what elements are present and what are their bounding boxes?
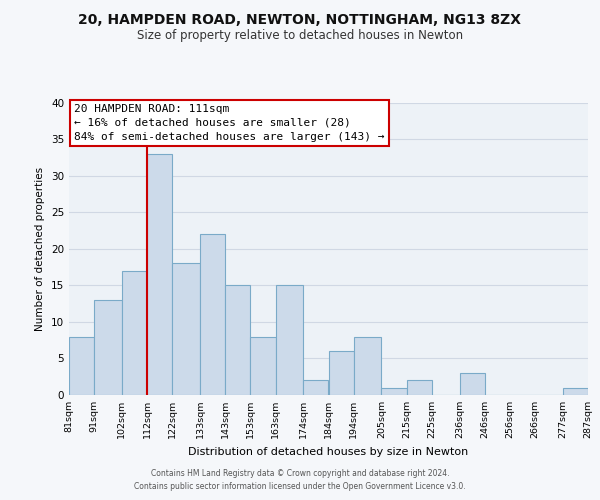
Text: Contains HM Land Registry data © Crown copyright and database right 2024.
Contai: Contains HM Land Registry data © Crown c… — [134, 469, 466, 491]
Bar — [172, 264, 200, 395]
Text: Size of property relative to detached houses in Newton: Size of property relative to detached ho… — [137, 29, 463, 42]
Text: 20 HAMPDEN ROAD: 111sqm
← 16% of detached houses are smaller (28)
84% of semi-de: 20 HAMPDEN ROAD: 111sqm ← 16% of detache… — [74, 104, 385, 142]
Bar — [69, 336, 94, 395]
Text: 20, HAMPDEN ROAD, NEWTON, NOTTINGHAM, NG13 8ZX: 20, HAMPDEN ROAD, NEWTON, NOTTINGHAM, NG… — [79, 12, 521, 26]
Bar — [200, 234, 225, 395]
Bar — [122, 270, 147, 395]
Bar — [225, 286, 250, 395]
Bar — [382, 388, 407, 395]
Bar — [94, 300, 122, 395]
Bar — [147, 154, 172, 395]
Bar — [250, 336, 275, 395]
Bar — [407, 380, 432, 395]
Bar — [460, 373, 485, 395]
Y-axis label: Number of detached properties: Number of detached properties — [35, 166, 46, 331]
Bar — [329, 351, 353, 395]
Bar — [304, 380, 329, 395]
Bar — [275, 286, 304, 395]
Bar — [563, 388, 588, 395]
Bar — [353, 336, 382, 395]
X-axis label: Distribution of detached houses by size in Newton: Distribution of detached houses by size … — [188, 446, 469, 456]
